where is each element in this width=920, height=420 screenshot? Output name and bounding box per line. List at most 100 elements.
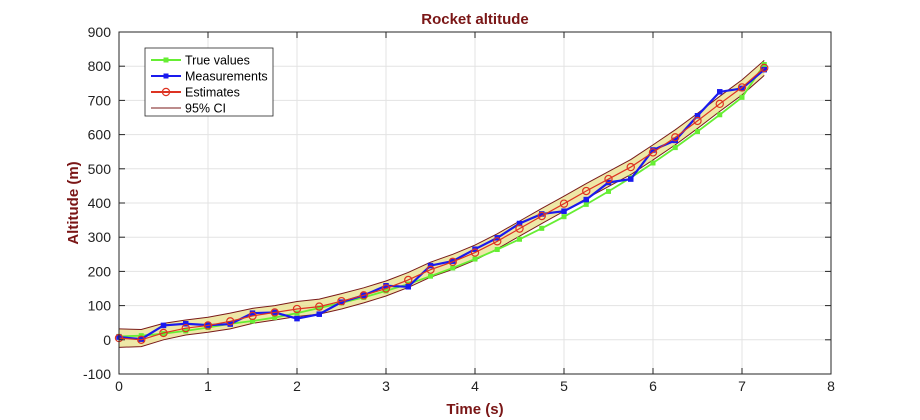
data-point (561, 214, 567, 220)
data-point (426, 265, 435, 274)
data-point (181, 323, 190, 333)
data-point (270, 308, 279, 317)
data-point (183, 320, 189, 327)
data-point (583, 196, 589, 203)
data-point (248, 311, 257, 321)
data-point (626, 162, 635, 172)
series-estimates (114, 63, 769, 344)
data-point (448, 257, 457, 267)
data-point (470, 248, 480, 257)
y-tick-label: 400 (88, 195, 112, 211)
y-tick-label: 600 (88, 127, 112, 143)
data-point (428, 273, 433, 279)
x-tick-label: 5 (560, 378, 568, 394)
y-tick-label: 100 (88, 298, 112, 314)
y-axis-title: Altitude (m) (65, 161, 82, 244)
series-layer (114, 61, 769, 344)
legend-label: 95% CI (185, 102, 226, 116)
y-tick-label: 0 (103, 332, 111, 348)
data-point (559, 199, 569, 208)
x-tick-label: 2 (293, 378, 301, 394)
data-point (472, 256, 478, 262)
data-point (405, 284, 411, 290)
data-point (359, 291, 368, 300)
data-point (226, 317, 235, 326)
x-tick-label: 3 (382, 378, 390, 394)
data-point (203, 321, 213, 330)
data-point (739, 94, 745, 100)
data-point (650, 160, 656, 166)
data-point (294, 315, 300, 322)
legend-marker (163, 57, 169, 63)
ci-upper-line (118, 60, 765, 331)
legend-item: Estimates (151, 86, 240, 100)
data-point (628, 176, 634, 182)
data-point (381, 284, 391, 293)
y-tick-label: 700 (88, 92, 112, 108)
axis-ticks: 0 1 2 3 4 5 6 7 8-100010020030040050060070080090… (83, 24, 835, 394)
data-point (404, 275, 413, 285)
data-point (315, 302, 324, 311)
data-point (137, 335, 146, 344)
data-point (583, 201, 589, 207)
legend-item: 95% CI (151, 102, 226, 116)
data-point (695, 129, 700, 135)
legend-item: True values (151, 54, 250, 68)
data-point (159, 328, 168, 338)
data-point (693, 116, 702, 126)
data-point (694, 113, 701, 119)
data-point (671, 133, 680, 142)
grid-lines (118, 31, 832, 375)
data-point (493, 237, 502, 246)
x-tick-label: 8 (827, 378, 835, 394)
x-tick-label: 1 (204, 378, 212, 394)
data-point (160, 322, 167, 329)
series-line (118, 68, 765, 341)
legend-marker (163, 73, 169, 79)
data-point (582, 186, 591, 196)
y-tick-label: -100 (83, 366, 111, 382)
data-point (292, 304, 302, 314)
data-point (715, 99, 724, 109)
data-point (272, 315, 278, 321)
data-point (517, 236, 522, 242)
x-tick-label: 4 (471, 378, 479, 394)
data-point (450, 265, 456, 271)
x-tick-label: 6 (649, 378, 657, 394)
x-axis-title: Time (s) (446, 401, 503, 418)
legend-label: True values (185, 54, 250, 68)
legend: True values Measurements Estimates 95% CI (144, 47, 274, 117)
x-tick-label: 7 (738, 378, 746, 394)
legend-marker (161, 87, 171, 97)
legend-item: Measurements (151, 70, 268, 84)
data-point (606, 188, 611, 194)
data-point (337, 296, 346, 306)
y-tick-label: 800 (88, 58, 112, 74)
y-tick-label: 500 (88, 161, 112, 177)
y-tick-label: 300 (88, 229, 112, 245)
data-point (537, 211, 546, 221)
ci-lower-line (118, 75, 765, 348)
data-point (561, 208, 567, 214)
data-point (494, 247, 500, 253)
legend-label: Estimates (185, 86, 240, 100)
data-point (717, 89, 723, 95)
data-point (539, 225, 545, 231)
data-point (672, 145, 678, 151)
data-point (316, 311, 322, 317)
data-point (515, 224, 524, 233)
chart-title: Rocket altitude (421, 11, 529, 28)
y-tick-label: 900 (88, 24, 112, 40)
data-point (604, 174, 613, 184)
data-point (717, 112, 723, 118)
data-point (737, 83, 747, 92)
data-point (760, 63, 769, 73)
x-tick-label: 0 (115, 378, 123, 394)
y-tick-label: 200 (88, 263, 112, 279)
data-point (648, 148, 658, 157)
confidence-band (118, 60, 765, 348)
data-point (250, 318, 255, 324)
legend-label: Measurements (185, 70, 268, 84)
data-point (516, 220, 523, 227)
